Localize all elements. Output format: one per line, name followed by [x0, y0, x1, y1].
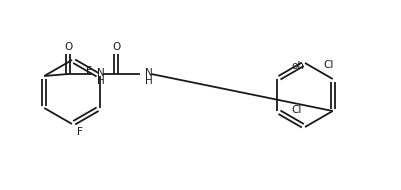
Text: N: N	[97, 68, 105, 78]
Text: Cl: Cl	[324, 60, 334, 70]
Text: F: F	[86, 66, 92, 76]
Text: O: O	[112, 42, 120, 52]
Text: N: N	[145, 68, 153, 78]
Text: H: H	[97, 76, 105, 86]
Text: H: H	[145, 76, 153, 86]
Text: F: F	[77, 127, 83, 137]
Text: Cl: Cl	[291, 105, 302, 115]
Text: O: O	[64, 42, 73, 52]
Text: oh: oh	[291, 61, 304, 71]
